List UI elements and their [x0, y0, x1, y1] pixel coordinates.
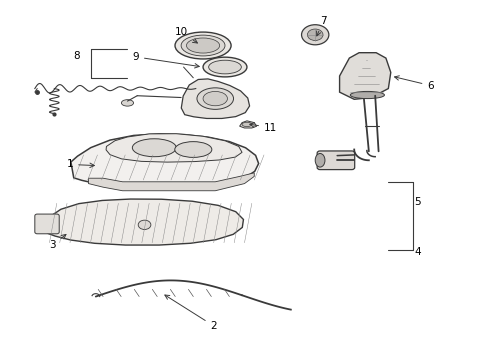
Ellipse shape: [181, 35, 224, 56]
Ellipse shape: [197, 88, 233, 109]
Circle shape: [138, 220, 151, 229]
Ellipse shape: [208, 60, 241, 74]
Circle shape: [307, 29, 323, 41]
Text: 8: 8: [73, 51, 80, 61]
Polygon shape: [106, 134, 242, 162]
Polygon shape: [71, 134, 258, 189]
Text: 5: 5: [413, 197, 420, 207]
Ellipse shape: [203, 91, 227, 106]
Text: 3: 3: [49, 234, 66, 250]
Ellipse shape: [349, 91, 384, 99]
Ellipse shape: [121, 100, 133, 106]
Text: 9: 9: [132, 52, 199, 68]
Text: 11: 11: [249, 122, 277, 132]
Text: 6: 6: [394, 76, 433, 91]
Polygon shape: [88, 173, 254, 191]
FancyBboxPatch shape: [317, 151, 354, 170]
Ellipse shape: [132, 139, 176, 157]
Text: 4: 4: [413, 247, 420, 257]
Polygon shape: [339, 53, 390, 99]
Polygon shape: [44, 199, 243, 245]
Ellipse shape: [175, 32, 231, 59]
Ellipse shape: [186, 38, 219, 53]
Text: 10: 10: [175, 27, 197, 43]
Ellipse shape: [242, 122, 251, 127]
Ellipse shape: [203, 57, 246, 77]
FancyBboxPatch shape: [35, 214, 59, 234]
Polygon shape: [239, 121, 256, 128]
Polygon shape: [181, 79, 249, 118]
Circle shape: [301, 25, 328, 45]
Ellipse shape: [315, 153, 325, 167]
Text: 2: 2: [164, 295, 217, 331]
Ellipse shape: [174, 141, 211, 157]
Text: 7: 7: [316, 16, 326, 36]
Text: 1: 1: [66, 159, 94, 170]
